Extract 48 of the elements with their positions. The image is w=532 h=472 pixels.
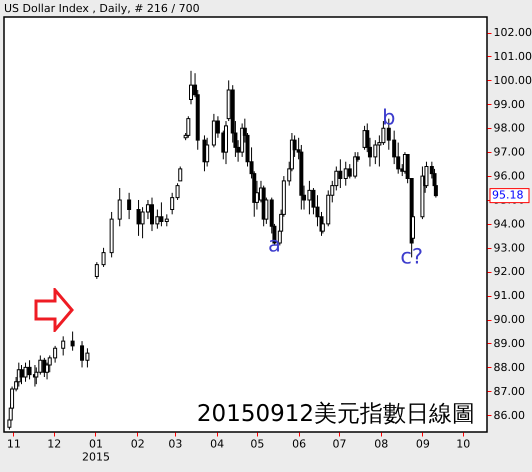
candlestick bbox=[94, 262, 99, 280]
candlestick bbox=[186, 116, 190, 138]
x-tick-label: 12 bbox=[47, 438, 62, 450]
x-tick-label: 08 bbox=[374, 438, 388, 450]
x-tick-label: 02 bbox=[130, 438, 145, 450]
y-tick-label: 86.00 bbox=[494, 408, 525, 422]
x-tick-label: 10 bbox=[456, 438, 470, 450]
x-tick-label: 11 bbox=[6, 438, 21, 450]
x-tick-label: 09 bbox=[416, 438, 430, 450]
annotation: b bbox=[382, 106, 396, 130]
y-tick-label: 87.00 bbox=[494, 384, 525, 398]
x-tick-label: 05 bbox=[250, 438, 264, 450]
candlestick bbox=[61, 336, 66, 356]
candlestick bbox=[28, 360, 32, 380]
candlestick bbox=[212, 113, 216, 148]
y-tick-label: 98.00 bbox=[494, 122, 525, 135]
y-tick-label: 99.00 bbox=[494, 98, 525, 111]
y-tick-label: 90.00 bbox=[494, 313, 525, 326]
y-tick-label: 94.00 bbox=[494, 217, 525, 230]
y-tick-label: 97.00 bbox=[494, 146, 525, 159]
x-tick-label: 03 bbox=[168, 438, 182, 450]
annotation: 20150912美元指數日線圖 bbox=[196, 401, 475, 427]
x-tick-label: 01 2015 bbox=[82, 438, 110, 464]
candlestick bbox=[136, 199, 141, 236]
candlestick bbox=[70, 331, 75, 352]
x-tick-label: 04 bbox=[210, 438, 224, 450]
y-tick-label: 93.00 bbox=[494, 241, 525, 254]
text: 95.18 bbox=[492, 188, 524, 202]
candlestick bbox=[102, 247, 106, 268]
candlestick bbox=[118, 188, 122, 227]
y-tick-label: 89.00 bbox=[494, 337, 525, 350]
chart-title: US Dollar Index , Daily, # 216 / 700 bbox=[4, 2, 200, 15]
x-tick-label: 06 bbox=[292, 438, 306, 450]
y-tick-label: 100.00 bbox=[494, 74, 532, 87]
candlestick bbox=[178, 166, 182, 182]
annotation: a bbox=[268, 232, 281, 256]
candlestick bbox=[19, 364, 24, 385]
x-tick-label: 07 bbox=[332, 438, 347, 450]
y-tick-label: 102.00 bbox=[494, 26, 532, 40]
y-tick-label: 88.00 bbox=[494, 360, 525, 374]
y-tick-label: 101.00 bbox=[494, 50, 532, 63]
annotation: c? bbox=[400, 244, 424, 268]
candlestick bbox=[24, 362, 28, 382]
y-tick-label: 96.00 bbox=[494, 170, 525, 183]
y-tick-label: 91.00 bbox=[494, 289, 525, 302]
candlestick bbox=[127, 192, 132, 220]
y-tick-label: 92.00 bbox=[494, 265, 525, 278]
candlestick bbox=[189, 70, 194, 105]
